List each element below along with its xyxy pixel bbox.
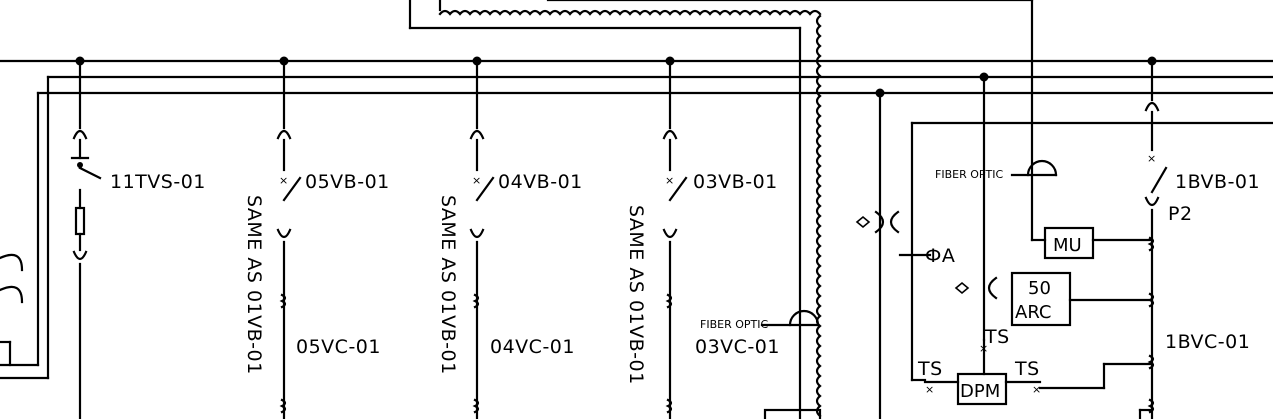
label-tvs: 11TVS-01	[110, 171, 206, 193]
label-same-1: SAME AS 01VB-01	[243, 195, 265, 375]
wavy-top	[438, 9, 822, 16]
box-arc-top: 50	[1028, 278, 1051, 299]
feeder-tvs	[70, 56, 102, 419]
label-b05: 05VB-01	[305, 171, 390, 193]
label-phase: ФA	[925, 245, 955, 267]
svg-text:×: ×	[925, 383, 934, 396]
label-ts-1: TS	[984, 326, 1010, 348]
top-conduit	[408, 0, 1047, 419]
feeder-05: ×	[276, 56, 302, 419]
label-c03: 03VC-01	[695, 336, 780, 358]
label-fiber-right: FIBER OPTIC	[935, 168, 1003, 181]
label-b03: 03VB-01	[693, 171, 778, 193]
svg-text:×: ×	[1032, 383, 1041, 396]
svg-text:×: ×	[472, 174, 481, 187]
label-fiber-left: FIBER OPTIC	[700, 318, 768, 331]
label-c05: 05VC-01	[296, 336, 381, 358]
bus-lines	[0, 59, 1273, 380]
label-p2: P2	[1168, 203, 1193, 225]
label-c01: 1BVC-01	[1165, 331, 1250, 353]
feeder-03: ×	[662, 56, 822, 419]
svg-text:×: ×	[1147, 152, 1156, 165]
label-same-3: SAME AS 01VB-01	[625, 205, 647, 385]
label-b04: 04VB-01	[498, 171, 583, 193]
box-mu: MU	[1053, 235, 1082, 256]
feeder-04: ×	[469, 56, 495, 419]
label-c04: 04VC-01	[490, 336, 575, 358]
box-dpm: DPM	[960, 381, 1000, 402]
box-arc-bottom: ARC	[1015, 302, 1052, 323]
label-same-2: SAME AS 01VB-01	[437, 195, 459, 375]
labels: 11TVS-01 05VB-01 04VB-01 03VB-01 05VC-01…	[110, 168, 1260, 402]
svg-text:×: ×	[665, 174, 674, 187]
wavy-vertical	[815, 14, 822, 418]
right-section: × × × ×	[855, 56, 1273, 419]
svg-text:×: ×	[279, 174, 288, 187]
label-ts-3: TS	[1014, 358, 1040, 380]
label-ts-2: TS	[917, 358, 943, 380]
svg-text:×: ×	[979, 342, 988, 355]
label-b01: 1BVB-01	[1175, 171, 1260, 193]
